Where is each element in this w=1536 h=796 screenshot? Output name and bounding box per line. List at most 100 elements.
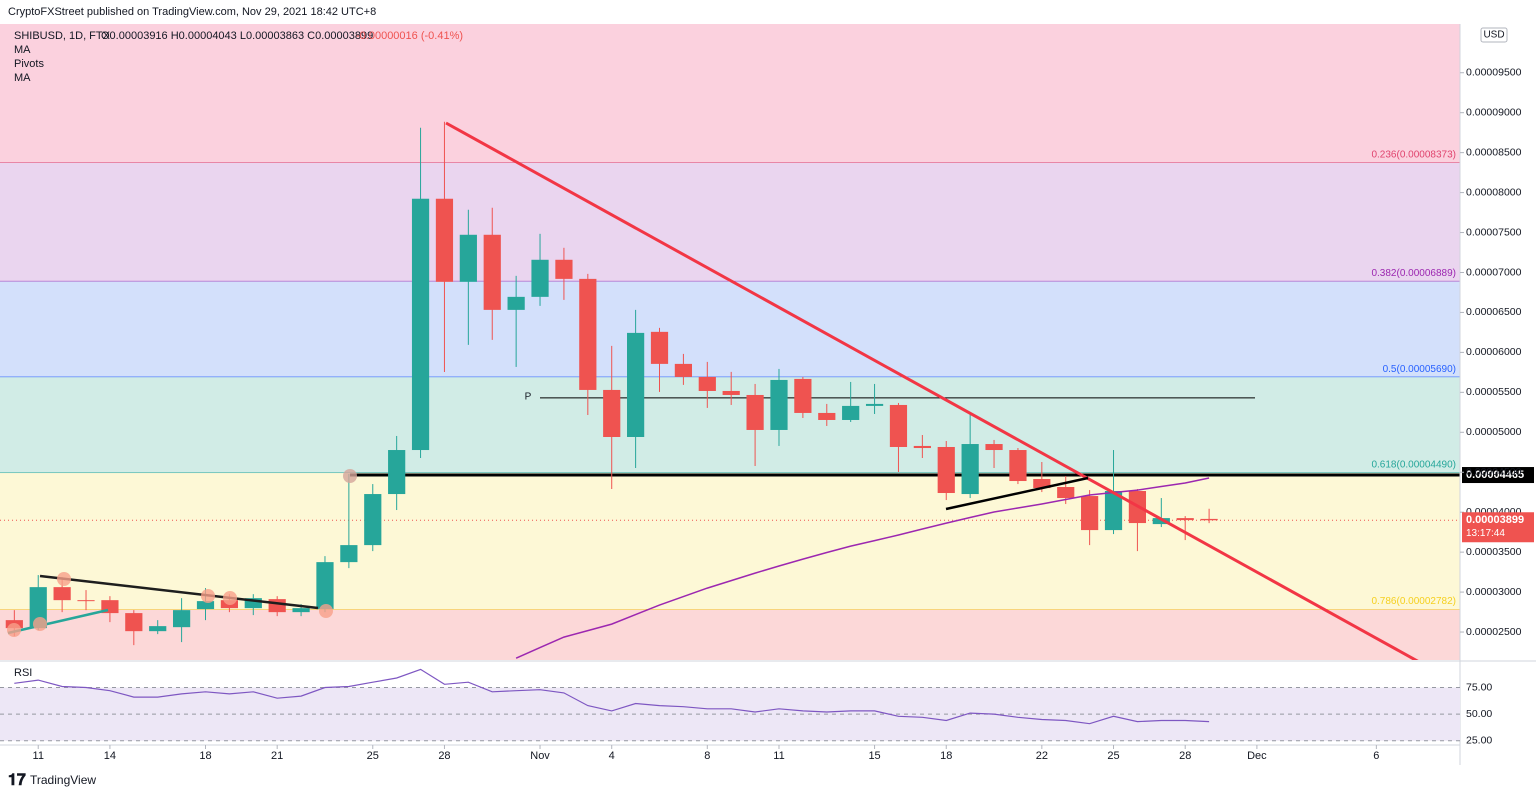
fib-band — [0, 24, 1460, 163]
drawings — [7, 121, 1419, 660]
fib-label: 0.618(0.00004490) — [1371, 460, 1456, 471]
candle-body — [244, 598, 262, 609]
countdown: 13:17:44 — [1466, 528, 1505, 539]
candle-body — [1152, 518, 1170, 525]
candle-body — [268, 599, 286, 613]
pivot-label: P — [525, 392, 532, 403]
x-tick-label: 25 — [1107, 750, 1119, 762]
fib-label: 0.236(0.00008373) — [1371, 149, 1456, 160]
x-tick-label: 28 — [1179, 750, 1191, 762]
candle-body — [1081, 496, 1099, 531]
indicator: MA — [14, 44, 31, 56]
candle-body — [746, 394, 764, 430]
rsi-tick-label: 25.00 — [1466, 735, 1492, 747]
y-tick-label: 0.00003000 — [1466, 586, 1522, 598]
y-tick-label: 0.00006000 — [1466, 346, 1522, 358]
ohlc: O0.00003916 H0.00004043 L0.00003863 C0.0… — [101, 30, 373, 42]
x-tick-label: 11 — [773, 750, 784, 762]
trendline — [7, 608, 109, 635]
last-price-label: 0.00003899 — [1466, 514, 1524, 526]
candle-body — [1200, 518, 1218, 521]
candle-body — [77, 600, 95, 602]
logo-mark: 𝟏𝟕 — [8, 772, 26, 789]
candle-body — [865, 403, 884, 406]
candle-body — [818, 412, 836, 420]
candle-body — [340, 545, 358, 563]
candle-body — [1009, 450, 1027, 482]
published-note: CryptoFXStreet published on TradingView.… — [8, 6, 376, 18]
currency[interactable]: USD — [1483, 30, 1504, 41]
x-tick-label: 8 — [704, 750, 710, 762]
x-tick-label: 11 — [33, 750, 44, 762]
candle-body — [937, 446, 955, 494]
candle-body — [173, 610, 191, 628]
x-tick-label: 25 — [367, 750, 379, 762]
rsi-title: RSI — [14, 667, 32, 679]
rsi-tick-label: 50.00 — [1466, 708, 1492, 720]
currency-badge[interactable] — [1480, 27, 1508, 43]
y-tick-label: 0.00007500 — [1466, 226, 1522, 238]
candle-body — [531, 259, 549, 297]
y-tick-label: 0.00005500 — [1466, 386, 1522, 398]
candle-body — [507, 296, 525, 310]
fib-band — [0, 281, 1460, 378]
rsi-tick-label: 75.00 — [1466, 681, 1492, 693]
marker — [223, 591, 237, 605]
y-tick-label: 0.00004500 — [1466, 466, 1522, 478]
candle-body — [770, 379, 788, 430]
rsi-line — [14, 668, 1210, 725]
trendline — [945, 476, 1089, 511]
y-tick-label: 0.00006500 — [1466, 306, 1522, 318]
candle-body — [674, 363, 693, 377]
candle-body — [459, 234, 477, 282]
y-tick-label: 0.00008000 — [1466, 186, 1522, 198]
candle-body — [196, 601, 215, 610]
fib-label: 0.5(0.00005690) — [1383, 364, 1456, 375]
candle-body — [650, 331, 669, 364]
indicator: Pivots — [14, 58, 44, 70]
candle-body — [985, 444, 1003, 451]
x-tick-label: 18 — [199, 750, 211, 762]
trendline — [39, 574, 319, 610]
candle-body — [53, 587, 71, 601]
symbol: SHIBUSD, 1D, FTX — [14, 30, 111, 42]
x-tick-label: Nov — [530, 750, 550, 762]
marker — [201, 589, 215, 603]
x-tick-label: 14 — [104, 750, 116, 762]
candle-body — [1057, 487, 1075, 499]
candle-body — [435, 198, 454, 282]
marker — [343, 469, 357, 483]
candle-body — [1104, 491, 1123, 531]
x-tick-label: 28 — [438, 750, 450, 762]
candle-body — [555, 259, 573, 279]
x-tick-label: 22 — [1036, 750, 1048, 762]
y-tick-label: 0.00002500 — [1466, 626, 1522, 638]
candle-body — [603, 389, 621, 438]
candle-body — [889, 404, 908, 447]
candle-body — [364, 494, 382, 546]
background-layer: 0.236(0.00008373) 0.382(0.00006889) 0.5(0.… — [0, 24, 1460, 660]
marks-layer — [5, 121, 1218, 659]
fib-band — [0, 473, 1460, 610]
marker — [319, 604, 333, 618]
candle-body — [842, 405, 860, 420]
candle-body — [913, 445, 931, 449]
fib-band — [0, 609, 1460, 660]
y-tick-label: 0.00007000 — [1466, 266, 1522, 278]
x-tick-label: 6 — [1373, 750, 1379, 762]
candle-body — [292, 608, 310, 613]
ma-line — [515, 477, 1210, 659]
candle-body — [794, 378, 812, 413]
y-tick-label: 0.00009500 — [1466, 67, 1522, 79]
candle-body — [125, 613, 143, 632]
x-tick-label: 18 — [940, 750, 952, 762]
x-tick-label: Dec — [1247, 750, 1267, 762]
candle-body — [483, 234, 501, 310]
marker — [7, 623, 21, 637]
marker — [33, 617, 47, 631]
y-tick-label: 0.00003500 — [1466, 546, 1522, 558]
candle-body — [1176, 518, 1194, 521]
x-tick-label: 4 — [609, 750, 615, 762]
